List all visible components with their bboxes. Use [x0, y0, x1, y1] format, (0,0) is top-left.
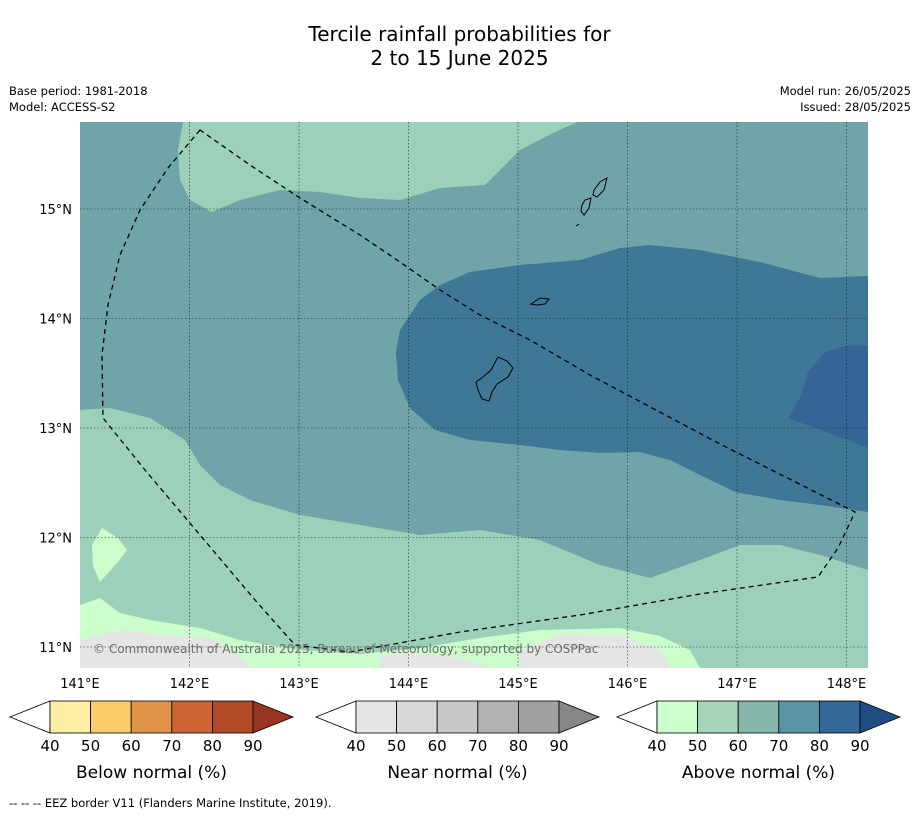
colorbar-tick-label: 40 [346, 737, 365, 755]
lat-tick-label: 13°N [39, 422, 72, 437]
colorbar-extend-high [859, 700, 902, 734]
colorbar-tick-label: 40 [647, 737, 666, 755]
title-line-2: 2 to 15 June 2025 [370, 46, 549, 70]
colorbar-extend-high [558, 700, 601, 734]
colorbar-segment [90, 700, 132, 734]
island-rota [529, 297, 550, 306]
region-above-60-north [178, 122, 578, 212]
model-run: Model run: 26/05/2025 [779, 84, 911, 98]
base-period: Base period: 1981-2018 [9, 84, 148, 98]
colorbar-tick-label: 70 [162, 737, 181, 755]
colorbar-tick-label: 90 [549, 737, 568, 755]
lon-tick-label: 145°E [498, 677, 538, 692]
colorbar-tick-label: 50 [387, 737, 406, 755]
title-line-1: Tercile rainfall probabilities for [308, 22, 611, 46]
colorbar-tick-label: 60 [122, 737, 141, 755]
gridlines [80, 122, 868, 668]
lat-tick-label: 11°N [39, 641, 72, 656]
copyright-notice: © Commonwealth of Australia 2025, Bureau… [93, 642, 598, 656]
colorbar-segment [819, 700, 861, 734]
region-above-50-west [92, 528, 127, 582]
colorbar-tick-label: 90 [850, 737, 869, 755]
colorbar-title: Below normal (%) [76, 763, 227, 783]
latitude-labels: 15°N 14°N 13°N 12°N 11°N [39, 203, 72, 656]
colorbar-segment [518, 700, 560, 734]
colorbar-tick-label: 60 [428, 737, 447, 755]
region-above-80 [396, 245, 868, 512]
lon-tick-label: 141°E [60, 677, 100, 692]
colorbar-3: 40 50 60 70 80 90 Above normal (%) [615, 700, 902, 783]
colorbar-segment [436, 700, 479, 734]
colorbar-segment [130, 700, 173, 734]
eez-footnote: -- -- -- EEZ border V11 (Flanders Marine… [9, 796, 332, 810]
colorbar-tick-label: 70 [468, 737, 487, 755]
colorbar-segment [49, 700, 91, 734]
lon-tick-label: 147°E [717, 677, 757, 692]
colorbar-segment [355, 700, 397, 734]
region-near-40-a [80, 630, 250, 668]
colorbar-segment [778, 700, 820, 734]
island-aguijan [575, 223, 580, 227]
lat-tick-label: 12°N [39, 532, 72, 547]
colorbar-tick-label: 60 [729, 737, 748, 755]
colorbar-tick-label: 80 [509, 737, 528, 755]
colorbar-segment [656, 700, 698, 734]
colorbar-segment [737, 700, 780, 734]
colorbar-2: 40 50 60 70 80 90 Near normal (%) [314, 700, 601, 783]
colorbar-segment [697, 700, 739, 734]
colorbar-extend-low [8, 700, 51, 734]
map-plot-area [80, 122, 868, 668]
colorbar-tick-label: 50 [81, 737, 100, 755]
colorbar-extend-high [252, 700, 295, 734]
longitude-labels: 141°E 142°E 143°E 144°E 145°E 146°E 147°E 148°E [60, 677, 866, 692]
meta-right: Model run: 26/05/2025 Issued: 28/05/2025 [780, 83, 911, 115]
colorbar-segment [477, 700, 519, 734]
lon-tick-label: 142°E [170, 677, 210, 692]
model-name: Model: ACCESS-S2 [9, 100, 116, 114]
colorbar-title: Above normal (%) [682, 763, 835, 783]
colorbar-tick-label: 80 [203, 737, 222, 755]
colorbar-tick-label: 80 [810, 737, 829, 755]
lon-tick-label: 143°E [279, 677, 319, 692]
colorbar-1: 40 50 60 70 80 90 Below normal (%) [8, 700, 295, 783]
issued-date: Issued: 28/05/2025 [800, 100, 911, 114]
colorbar-segment [211, 700, 254, 734]
colorbar-extend-low [314, 700, 357, 734]
lat-tick-label: 15°N [39, 203, 72, 218]
meta-left: Base period: 1981-2018 Model: ACCESS-S2 [9, 83, 148, 115]
colorbar-extend-low [615, 700, 658, 734]
island-tinian [580, 197, 592, 216]
colorbar-tick-label: 90 [243, 737, 262, 755]
region-above-90 [788, 345, 868, 448]
eez-border [101, 129, 856, 653]
colorbar-tick-label: 50 [688, 737, 707, 755]
lon-tick-label: 144°E [389, 677, 429, 692]
chart-title: Tercile rainfall probabilities for 2 to … [0, 22, 919, 70]
colorbar-title: Near normal (%) [387, 763, 527, 783]
island-saipan [592, 176, 608, 198]
lat-tick-label: 14°N [39, 313, 72, 328]
lon-tick-label: 148°E [827, 677, 867, 692]
island-guam [475, 356, 514, 402]
region-above-60-south [80, 408, 868, 668]
region-near-40-b [380, 652, 490, 668]
colorbars: 40 50 60 70 80 90 Below normal (%) 40 50 60 70 80 90… [8, 700, 902, 783]
colorbar-tick-label: 40 [40, 737, 59, 755]
colorbar-segment [171, 700, 213, 734]
colorbar-segment [396, 700, 438, 734]
region-near-40-c [520, 634, 670, 668]
colorbar-tick-label: 70 [769, 737, 788, 755]
lon-tick-label: 146°E [608, 677, 648, 692]
